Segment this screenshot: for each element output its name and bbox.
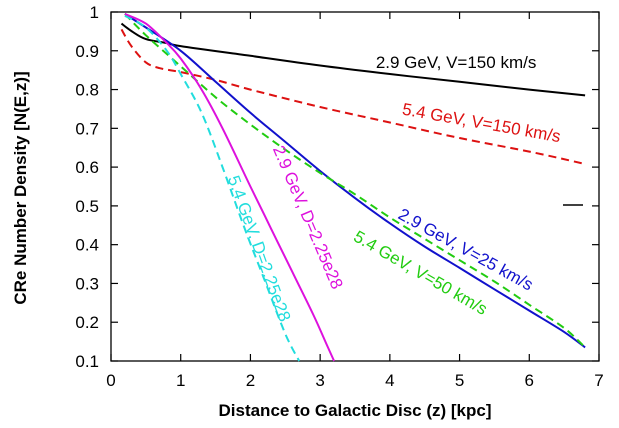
y-tick-label: 0.3 [75,274,99,293]
x-axis-title: Distance to Galactic Disc (z) [kpc] [218,401,491,420]
y-tick-label: 0.1 [75,352,99,371]
plot-area [110,11,600,362]
x-tick-label: 2 [246,371,255,390]
y-tick-label: 1 [90,3,99,22]
series-line-2 [120,28,586,165]
series-line-5 [124,12,336,362]
annotations-layer: 2.9 GeV, V=150 km/s5.4 GeV, V=150 km/s2.… [224,53,562,324]
y-axis-title: CRe Number Density [N(E,z)] [11,71,30,304]
x-tick-label: 6 [525,371,534,390]
series-line-6 [124,15,301,362]
x-tick-label: 1 [176,371,185,390]
y-tick-label: 0.7 [75,119,99,138]
series-line-4 [124,13,586,349]
x-tick-label: 5 [455,371,464,390]
x-tick-label: 0 [106,371,115,390]
series-line-1 [120,22,586,97]
curve-label-6: 5.4 GeV, D=2.25e28 [224,173,294,324]
x-axis-ticks: 0 1 2 3 4 5 6 7 [106,12,604,390]
y-tick-label: 0.6 [75,158,99,177]
y-tick-label: 0.9 [75,42,99,61]
y-tick-label: 0.4 [75,236,99,255]
y-axis-ticks: 0.1 0.2 0.3 0.4 0.5 0.6 0.7 0.8 0.9 1 [75,3,599,371]
x-tick-label: 4 [385,371,394,390]
curve-label-2: 5.4 GeV, V=150 km/s [401,100,562,147]
series-layer [120,12,586,362]
curve-label-1: 2.9 GeV, V=150 km/s [376,53,537,72]
x-tick-label: 7 [594,371,603,390]
y-tick-label: 0.8 [75,81,99,100]
series-line-3 [124,13,586,349]
y-tick-label: 0.2 [75,313,99,332]
x-tick-label: 3 [315,371,324,390]
y-tick-label: 0.5 [75,197,99,216]
